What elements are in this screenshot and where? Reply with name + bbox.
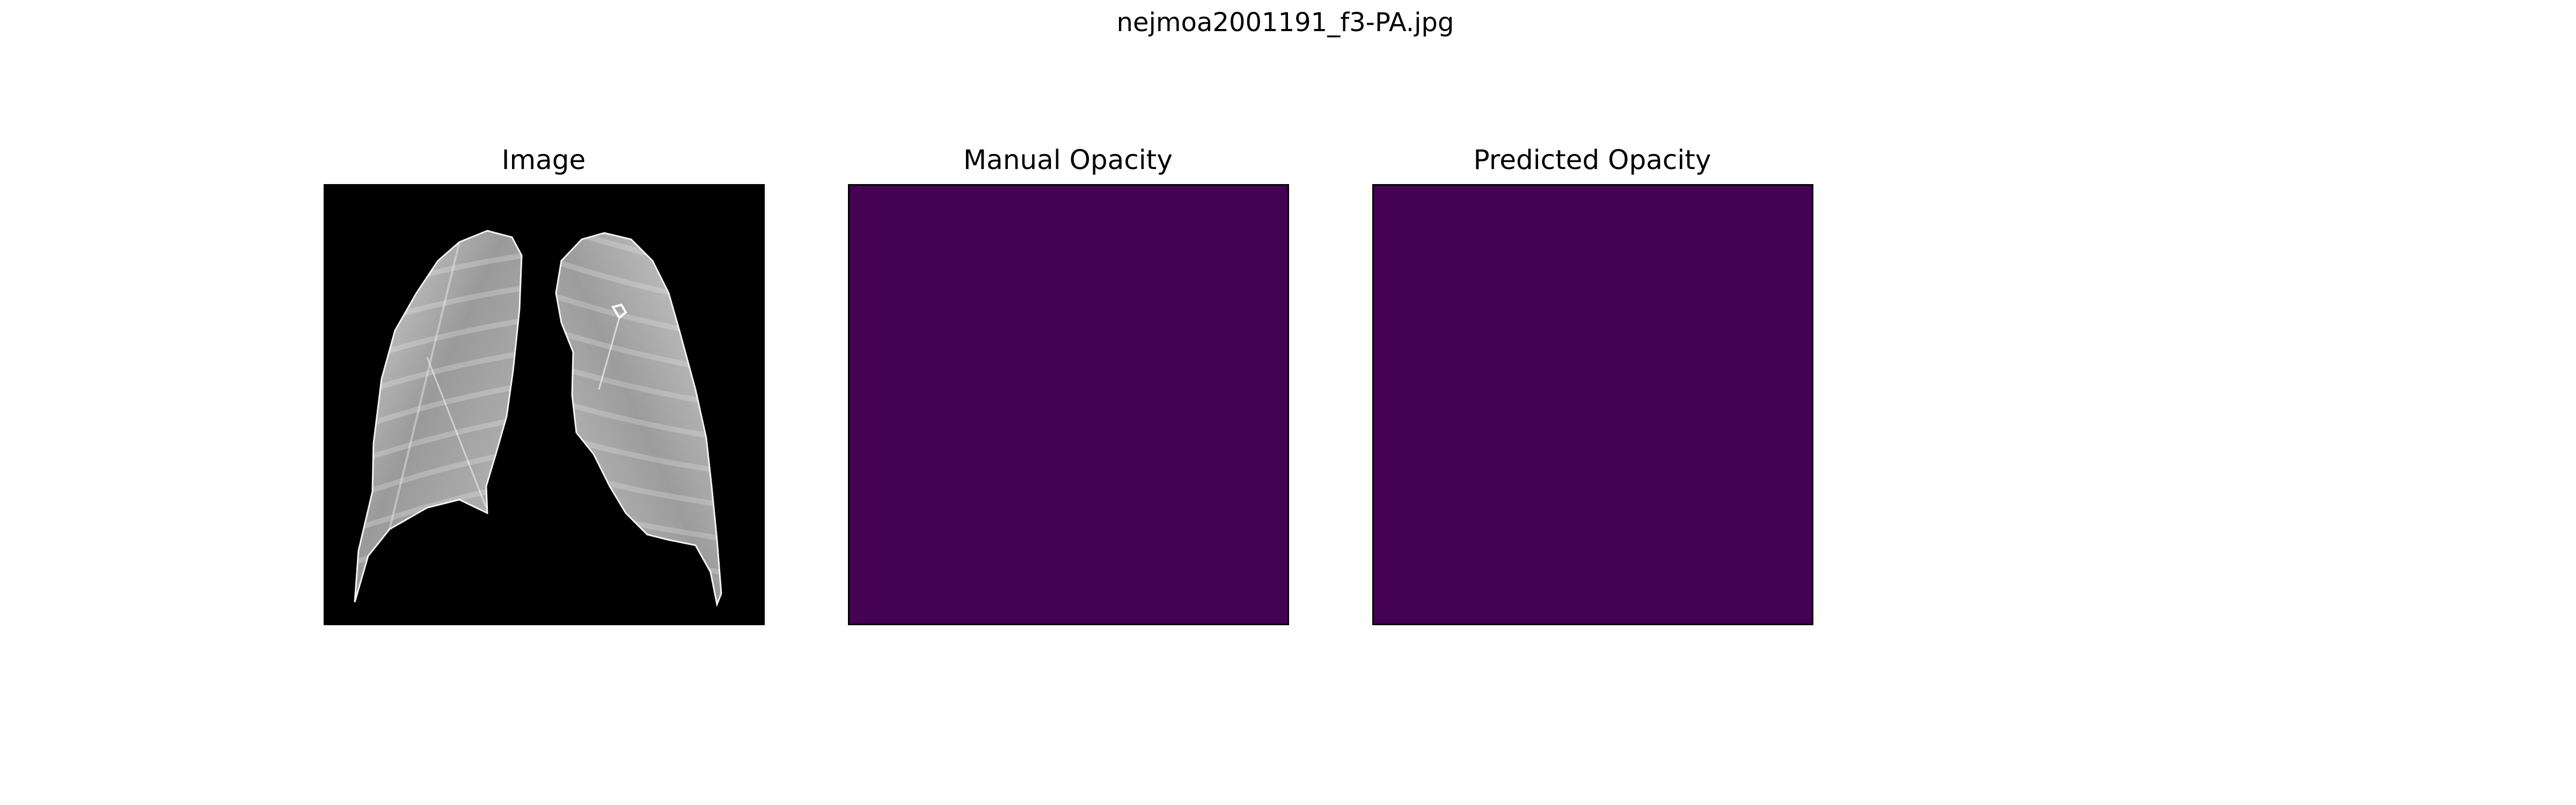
lung-left-region: [354, 230, 523, 603]
predicted-opacity-frame: [1372, 184, 1813, 625]
manual-opacity-panel: Manual Opacity: [848, 0, 1289, 628]
manual-opacity-title: Manual Opacity: [963, 144, 1173, 175]
image-panel-title: Image: [501, 144, 586, 175]
predicted-opacity-panel: Predicted Opacity: [1372, 0, 1813, 628]
xray-image-frame: [324, 184, 765, 625]
image-panel: Image: [324, 0, 765, 628]
chest-xray-image: [325, 186, 763, 624]
manual-opacity-frame: [848, 184, 1289, 625]
manual-opacity-mask: [850, 186, 1287, 624]
predicted-opacity-mask: [1374, 186, 1812, 624]
lung-right-region: [555, 232, 722, 608]
figure-title: nejmoa2001191_f3-PA.jpg: [1116, 8, 1454, 38]
predicted-opacity-title: Predicted Opacity: [1473, 144, 1711, 175]
